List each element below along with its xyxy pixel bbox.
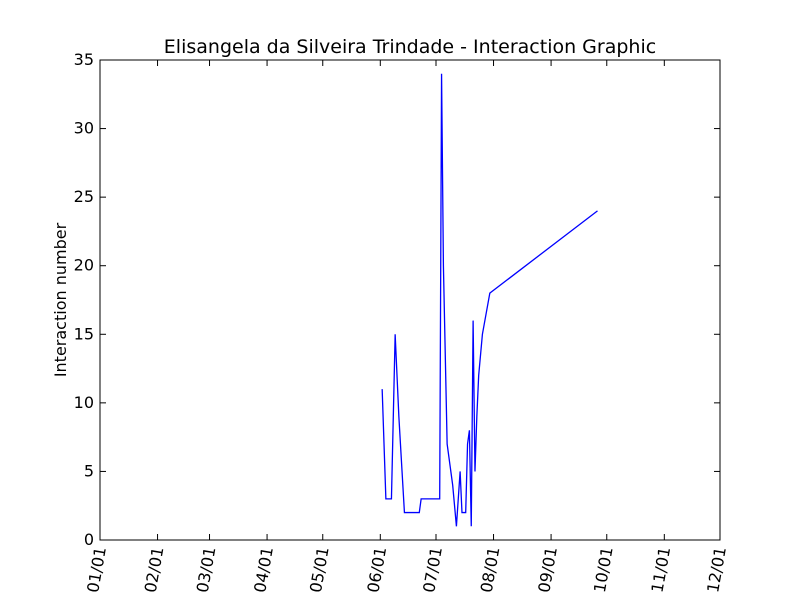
series-line (381, 73, 598, 527)
y-tick-label: 35 (74, 50, 94, 69)
y-tick-label: 15 (74, 324, 94, 343)
y-tick-label: 25 (74, 187, 94, 206)
y-tick-label: 0 (84, 530, 94, 549)
y-tick-label: 30 (74, 119, 94, 138)
chart-title: Elisangela da Silveira Trindade - Intera… (164, 36, 656, 58)
plot-frame (99, 59, 721, 541)
y-axis-label: Interaction number (51, 222, 70, 377)
y-tick-label: 5 (84, 461, 94, 480)
y-tick-label: 20 (74, 256, 94, 275)
y-tick-label: 10 (74, 393, 94, 412)
data-series (381, 73, 598, 527)
